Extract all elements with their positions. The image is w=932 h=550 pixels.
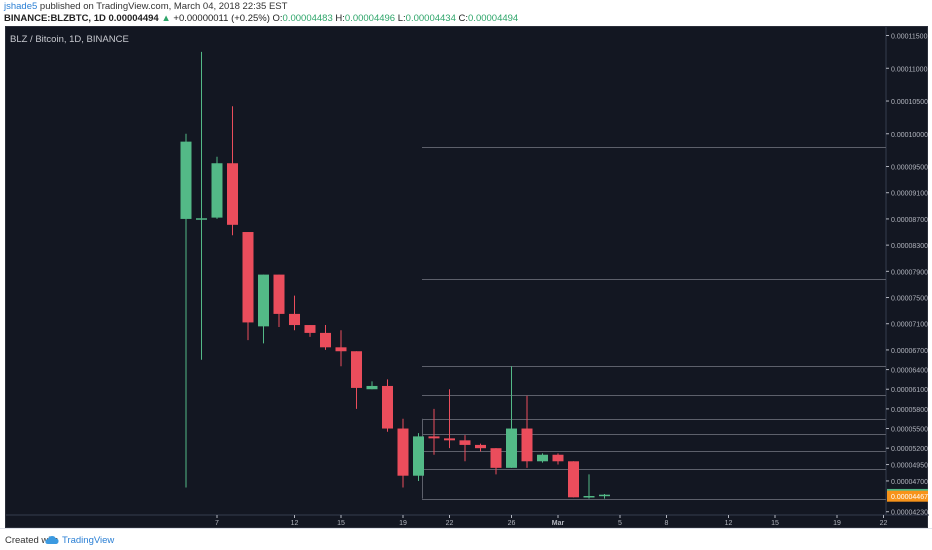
candle-body-down bbox=[273, 274, 285, 314]
price-tick-label: 0.00011500 bbox=[891, 34, 928, 41]
open-label: O: bbox=[272, 13, 283, 24]
candle-body-up bbox=[583, 496, 595, 498]
price-tick-label: 0.00004950 bbox=[891, 463, 928, 470]
time-tick-label: 19 bbox=[833, 520, 841, 527]
time-tick-label: 15 bbox=[337, 520, 345, 527]
time-tick-label: 26 bbox=[508, 520, 516, 527]
price-tick-label: 0.00011000 bbox=[891, 66, 928, 73]
close-label: C: bbox=[458, 13, 469, 24]
candle-body-up bbox=[366, 385, 378, 390]
price-tick-label: 0.00008700 bbox=[891, 217, 928, 224]
published-text: published on TradingView.com, March 04, … bbox=[39, 1, 288, 12]
high-label: H: bbox=[335, 13, 345, 24]
time-tick-label: 19 bbox=[399, 520, 407, 527]
candle-body-down bbox=[351, 351, 362, 388]
candle-body-down bbox=[304, 325, 316, 333]
high-value: 0.00004496 bbox=[344, 13, 396, 24]
quote-line: BINANCE:BLZBTC, 1D 0.00004494 ▲ +0.00000… bbox=[4, 13, 518, 24]
price-tick-label: 0.00009100 bbox=[891, 191, 928, 198]
price-tick-label: 0.00005800 bbox=[891, 407, 928, 414]
candle-body-up bbox=[180, 141, 192, 219]
price-tick-label: 0.00006100 bbox=[891, 387, 928, 394]
candle-body-down bbox=[521, 428, 533, 462]
low-price-tag-bg bbox=[887, 490, 928, 502]
candle-body-down bbox=[428, 436, 440, 439]
candle-body-down bbox=[552, 454, 564, 462]
candle-body-down bbox=[227, 163, 238, 225]
chart-panel[interactable]: 0.00011500 0.00011000 0.00010500 0.00010000… bbox=[5, 26, 929, 529]
price-tick-label: 0.00007100 bbox=[891, 322, 928, 329]
symbol-label: BINANCE:BLZBTC, 1D bbox=[4, 13, 106, 24]
price-tick-label: 0.00009500 bbox=[891, 165, 928, 172]
price-tick-label: 0.00010500 bbox=[891, 99, 928, 106]
time-tick-label: 7 bbox=[215, 520, 219, 527]
price-tick-label: 0.00006700 bbox=[891, 348, 928, 355]
low-price-tag: 0.00004467 bbox=[891, 494, 928, 501]
publication-header: jshade5 published on TradingView.com, Ma… bbox=[0, 0, 932, 26]
time-tick-label: 8 bbox=[665, 520, 669, 527]
candle-body-up bbox=[413, 436, 424, 476]
candle-body-down bbox=[475, 444, 486, 449]
time-tick-label: 15 bbox=[771, 520, 779, 527]
candle-body-up bbox=[196, 218, 207, 220]
price-tick-label: 0.00007500 bbox=[891, 296, 928, 303]
time-tick-label: 12 bbox=[725, 520, 733, 527]
candle-body-down bbox=[444, 438, 455, 441]
price-tick-label: 0.00004230 bbox=[891, 510, 928, 517]
time-tick-label: 22 bbox=[880, 520, 888, 527]
last-price: 0.00004494 bbox=[108, 13, 159, 24]
candle-body-up bbox=[506, 428, 517, 468]
candle-body-down bbox=[289, 313, 300, 326]
price-tick-label: 0.00007900 bbox=[891, 269, 928, 276]
publication-info: jshade5 published on TradingView.com, Ma… bbox=[4, 1, 287, 12]
footer: Created with TradingView bbox=[0, 528, 932, 550]
candle-body-down bbox=[490, 448, 502, 468]
candle-body-down bbox=[242, 232, 254, 323]
tradingview-cloud-icon[interactable] bbox=[45, 534, 59, 545]
created-with-text: Created with bbox=[5, 535, 59, 546]
time-tick-label: 5 bbox=[618, 520, 622, 527]
low-label: L: bbox=[397, 13, 406, 24]
candle-body-down bbox=[459, 440, 471, 445]
time-tick-label: 22 bbox=[446, 520, 454, 527]
price-tick-label: 0.00006400 bbox=[891, 368, 928, 375]
candle-body-up bbox=[537, 454, 548, 462]
price-tick-label: 0.00004700 bbox=[891, 479, 928, 486]
author-link[interactable]: jshade5 bbox=[4, 1, 38, 12]
chart-title: BLZ / Bitcoin, 1D, BINANCE bbox=[10, 34, 129, 45]
tradingview-link[interactable]: TradingView bbox=[62, 535, 115, 546]
low-value: 0.00004434 bbox=[405, 13, 456, 24]
time-tick-label: Mar bbox=[552, 520, 565, 527]
price-tick-label: 0.00008300 bbox=[891, 243, 928, 250]
candle-body-down bbox=[382, 385, 393, 429]
candle-body-down bbox=[568, 461, 579, 498]
open-value: 0.00004483 bbox=[282, 13, 333, 24]
candle-body-up bbox=[211, 163, 223, 218]
time-tick-label: 12 bbox=[291, 520, 299, 527]
close-value: 0.00004494 bbox=[468, 13, 519, 24]
candle-body-down bbox=[320, 332, 331, 348]
change-up-icon: ▲ bbox=[161, 13, 171, 24]
candle-body-up bbox=[258, 274, 269, 327]
price-change: +0.00000011 (+0.25%) bbox=[173, 13, 270, 24]
candle-body-down bbox=[397, 428, 409, 476]
candle-body-down bbox=[335, 347, 347, 352]
price-tick-label: 0.00005500 bbox=[891, 427, 928, 434]
candlestick-chart[interactable]: 0.00011500 0.00011000 0.00010500 0.00010000… bbox=[6, 27, 929, 529]
price-tick-label: 0.00010000 bbox=[891, 132, 928, 139]
candle-body-up bbox=[599, 494, 610, 497]
price-tick-label: 0.00005200 bbox=[891, 446, 928, 453]
